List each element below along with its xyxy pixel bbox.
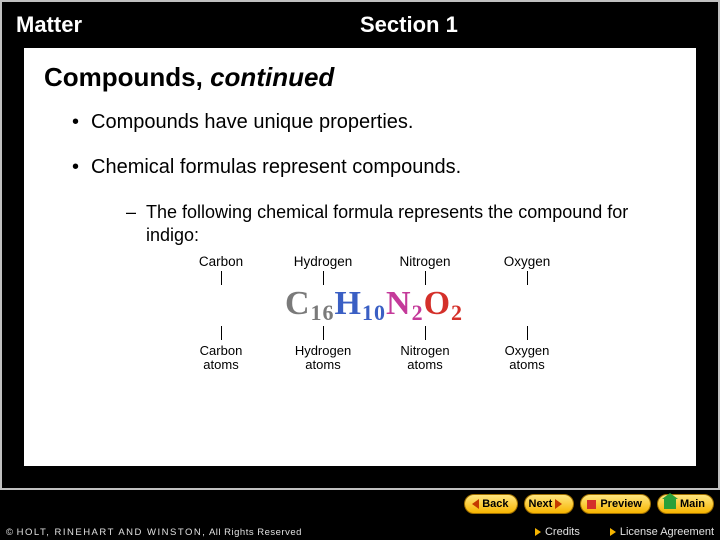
bullet-1: • Compounds have unique properties. bbox=[72, 111, 676, 134]
next-label: Next bbox=[529, 498, 553, 510]
connector bbox=[425, 326, 426, 340]
footer-links: Credits License Agreement bbox=[535, 526, 714, 538]
formula-top-labels: Carbon Hydrogen Nitrogen Oxygen bbox=[170, 254, 578, 269]
element-o: O2 bbox=[424, 285, 463, 326]
bullet-2: • Chemical formulas represent compounds. bbox=[72, 156, 676, 179]
bullet-2-text: Chemical formulas represent compounds. bbox=[91, 156, 461, 179]
label-hydrogen-atoms: Hydrogenatoms bbox=[272, 344, 374, 373]
header-right: Section 1 bbox=[360, 12, 718, 38]
sub-bullet-1: – The following chemical formula represe… bbox=[126, 201, 676, 246]
label-carbon: Carbon bbox=[170, 254, 272, 269]
connector bbox=[221, 271, 222, 285]
nav-bar: Back Next Preview Main © HOLT, RINEHART … bbox=[0, 492, 720, 540]
connector bbox=[323, 326, 324, 340]
main-label: Main bbox=[680, 498, 705, 510]
preview-button[interactable]: Preview bbox=[580, 494, 651, 514]
connector bbox=[323, 271, 324, 285]
slide-frame: Matter Section 1 Compounds, continued • … bbox=[0, 0, 720, 490]
sub-bullet-1-text: The following chemical formula represent… bbox=[146, 201, 676, 246]
home-icon bbox=[664, 499, 676, 509]
connector bbox=[527, 271, 528, 285]
connector-row-bottom bbox=[170, 326, 578, 340]
label-hydrogen: Hydrogen bbox=[272, 254, 374, 269]
copyright-text: © HOLT, RINEHART AND WINSTON, All Rights… bbox=[6, 527, 302, 538]
label-oxygen-atoms: Oxygenatoms bbox=[476, 344, 578, 373]
slide-title: Compounds, continued bbox=[44, 62, 676, 93]
next-button[interactable]: Next bbox=[524, 494, 575, 514]
connector bbox=[527, 326, 528, 340]
back-button[interactable]: Back bbox=[464, 494, 517, 514]
label-nitrogen: Nitrogen bbox=[374, 254, 476, 269]
back-label: Back bbox=[482, 498, 508, 510]
license-label: License Agreement bbox=[620, 526, 714, 538]
arrow-right-icon bbox=[535, 528, 541, 536]
credits-link[interactable]: Credits bbox=[535, 526, 580, 538]
title-part1: Compounds, bbox=[44, 62, 210, 92]
arrow-right-icon bbox=[610, 528, 616, 536]
back-arrow-icon bbox=[472, 499, 479, 509]
license-link[interactable]: License Agreement bbox=[610, 526, 714, 538]
nav-buttons: Back Next Preview Main bbox=[464, 494, 714, 514]
content-area: Compounds, continued • Compounds have un… bbox=[24, 48, 696, 466]
element-n: N2 bbox=[386, 285, 424, 326]
bullet-dot: • bbox=[72, 111, 79, 134]
formula-bottom-labels: Carbonatoms Hydrogenatoms Nitrogenatoms … bbox=[170, 344, 578, 373]
bullet-1-text: Compounds have unique properties. bbox=[91, 111, 413, 134]
main-button[interactable]: Main bbox=[657, 494, 714, 514]
connector bbox=[221, 326, 222, 340]
credits-label: Credits bbox=[545, 526, 580, 538]
title-part2: continued bbox=[210, 62, 334, 92]
formula-main: C16H10N2O2 bbox=[170, 285, 578, 326]
element-c: C16 bbox=[285, 285, 335, 326]
copyright-suffix: All Rights Reserved bbox=[206, 527, 302, 538]
bullet-dot: • bbox=[72, 156, 79, 179]
label-nitrogen-atoms: Nitrogenatoms bbox=[374, 344, 476, 373]
chemical-formula-figure: Carbon Hydrogen Nitrogen Oxygen C16H10N2… bbox=[164, 254, 584, 373]
copyright-prefix: © bbox=[6, 527, 17, 538]
preview-label: Preview bbox=[600, 498, 642, 510]
copyright-hrw: HOLT, RINEHART AND WINSTON, bbox=[17, 527, 207, 538]
label-oxygen: Oxygen bbox=[476, 254, 578, 269]
connector-row-top bbox=[170, 271, 578, 285]
label-carbon-atoms: Carbonatoms bbox=[170, 344, 272, 373]
header-bar: Matter Section 1 bbox=[2, 2, 718, 48]
element-h: H10 bbox=[335, 285, 386, 326]
next-arrow-icon bbox=[555, 499, 562, 509]
header-left: Matter bbox=[2, 12, 360, 38]
bullet-dash: – bbox=[126, 201, 136, 246]
preview-icon bbox=[587, 500, 596, 509]
connector bbox=[425, 271, 426, 285]
